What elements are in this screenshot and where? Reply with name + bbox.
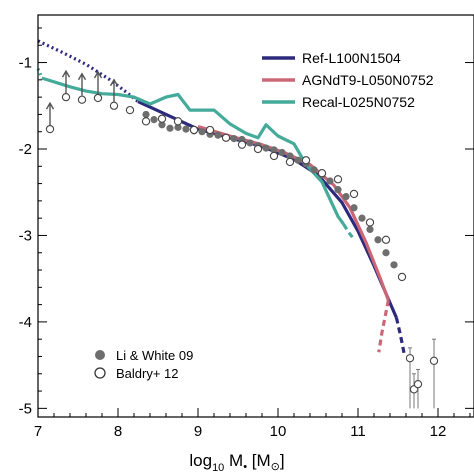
baldry-point [157,114,167,123]
x-tick-label: 12 [430,423,447,440]
legend-label-0: Ref-L100N1504 [302,50,401,66]
li-white-point [286,152,294,160]
legend-label-1: AGNdT9-L050N0752 [302,72,434,88]
baldry-limit-arrowhead [77,72,87,81]
x-axis-label-units-open: [M [247,451,271,470]
li-white-point [246,139,254,147]
baldry-limit-arrowhead [109,78,119,87]
baldry-point [141,117,151,126]
x-axis-label-sun: ⊙ [271,461,280,473]
baldry-point [125,105,135,115]
li-white-point [278,148,286,157]
x-tick-label: 10 [270,423,287,440]
x-tick-label: 8 [114,423,122,440]
series-dotted-2 [36,67,44,79]
baldry-point [333,175,343,184]
symbol-key-filled-circle [95,350,105,360]
baldry-limit-arrowhead [93,70,103,79]
baldry-point [253,144,263,154]
y-tick-label: -2 [19,141,32,158]
axes: 7 8 9 10 11 12 -1 -2 -3 -4 -5 [19,27,474,440]
li-white-point [310,166,318,174]
li-white-point [342,192,350,201]
x-axis-label-var: M [224,451,243,470]
baldry-point [189,125,199,135]
baldry-point [221,133,231,142]
baldry-point [429,356,439,365]
plot-frame [37,14,474,418]
li-white-point [198,128,206,136]
series-dashed-2 [342,223,354,239]
baldry-point [109,101,119,110]
x-axis-label-bullet: • [243,461,247,473]
li-white-point [358,214,366,222]
li-white-point [214,131,222,139]
li-white-point [230,135,238,143]
li-white-point [294,156,302,164]
li-white-point [182,125,190,133]
legend-label-2: Recal-L025N0752 [302,94,415,110]
x-axis-label-sub: 10 [212,462,224,474]
li-white-point [350,204,358,212]
baldry-point [381,235,391,244]
symbol-key: Li & White 09 Baldry+ 12 [94,348,193,381]
x-tick-label: 9 [194,423,202,440]
x-tick-label: 11 [350,423,366,440]
li-white-point [382,249,390,257]
baldry-point [413,379,423,389]
li-white-point [174,123,182,131]
series-line-1 [197,124,390,301]
baldry-point [365,218,375,227]
baldry-point [93,93,103,103]
baldry-point [269,151,279,161]
baldry-point [205,125,215,135]
baldry-point [317,169,327,178]
li-white-point [374,236,382,244]
y-tick-label: -1 [19,55,32,72]
legend: Ref-L100N1504 AGNdT9-L050N0752 Recal-L025N… [262,50,434,110]
li-white-point [366,225,374,233]
plot-area [36,39,439,409]
y-tick-label: -5 [19,400,32,417]
symbol-key-open-circle [94,367,106,379]
li-white-point [150,116,158,124]
baldry-point [77,95,87,104]
series-line-2 [41,76,345,226]
baldry-point [237,140,247,149]
baldry-point [405,354,415,363]
x-axis-label-units-close: ] [280,451,285,470]
baldry-point [349,189,359,199]
x-axis-label: log10 M• [M⊙] [189,451,284,474]
baldry-point [285,157,295,167]
data-markers [45,69,439,409]
series-dashed-1 [377,299,390,353]
series-dashed-0 [394,317,406,356]
baldry-point [397,272,407,282]
li-white-point [270,146,278,154]
li-white-point [166,124,174,132]
li-white-point [326,177,334,185]
symbol-key-label-li-white: Li & White 09 [116,348,193,363]
li-white-point [334,186,342,194]
baldry-point [61,92,71,102]
li-white-point [158,121,166,129]
baldry-limit-arrowhead [45,101,55,110]
li-white-point [390,261,398,269]
y-tick-label: -4 [19,314,32,331]
symbol-key-label-baldry: Baldry+ 12 [116,366,179,381]
li-white-point [262,144,270,152]
x-tick-label: 7 [34,423,42,440]
x-axis-label-log: log [189,451,212,470]
baldry-point [45,124,55,134]
baldry-point [301,156,311,165]
li-white-point [142,110,150,119]
y-tick-label: -3 [19,227,32,244]
baldry-point [173,117,183,126]
series-line-0 [137,100,398,319]
baldry-limit-arrowhead [61,69,71,78]
